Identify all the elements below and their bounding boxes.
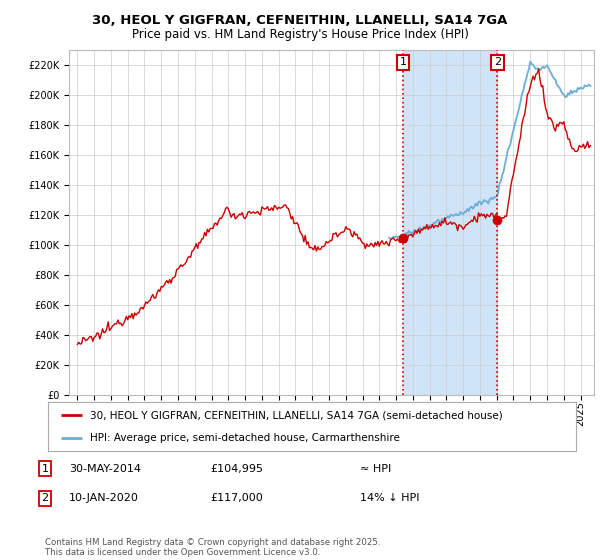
Text: £117,000: £117,000 [210,493,263,503]
Text: ≈ HPI: ≈ HPI [360,464,391,474]
Text: HPI: Average price, semi-detached house, Carmarthenshire: HPI: Average price, semi-detached house,… [90,433,400,444]
Text: 30-MAY-2014: 30-MAY-2014 [69,464,141,474]
Text: 30, HEOL Y GIGFRAN, CEFNEITHIN, LLANELLI, SA14 7GA (semi-detached house): 30, HEOL Y GIGFRAN, CEFNEITHIN, LLANELLI… [90,410,503,421]
Text: 10-JAN-2020: 10-JAN-2020 [69,493,139,503]
Text: 14% ↓ HPI: 14% ↓ HPI [360,493,419,503]
Text: Price paid vs. HM Land Registry's House Price Index (HPI): Price paid vs. HM Land Registry's House … [131,28,469,41]
Text: 2: 2 [494,57,501,67]
Text: 2: 2 [41,493,49,503]
Text: 30, HEOL Y GIGFRAN, CEFNEITHIN, LLANELLI, SA14 7GA: 30, HEOL Y GIGFRAN, CEFNEITHIN, LLANELLI… [92,14,508,27]
Bar [403,50,497,395]
Text: 1: 1 [400,57,406,67]
Text: 1: 1 [41,464,49,474]
Text: £104,995: £104,995 [210,464,263,474]
Text: Contains HM Land Registry data © Crown copyright and database right 2025.
This d: Contains HM Land Registry data © Crown c… [45,538,380,557]
